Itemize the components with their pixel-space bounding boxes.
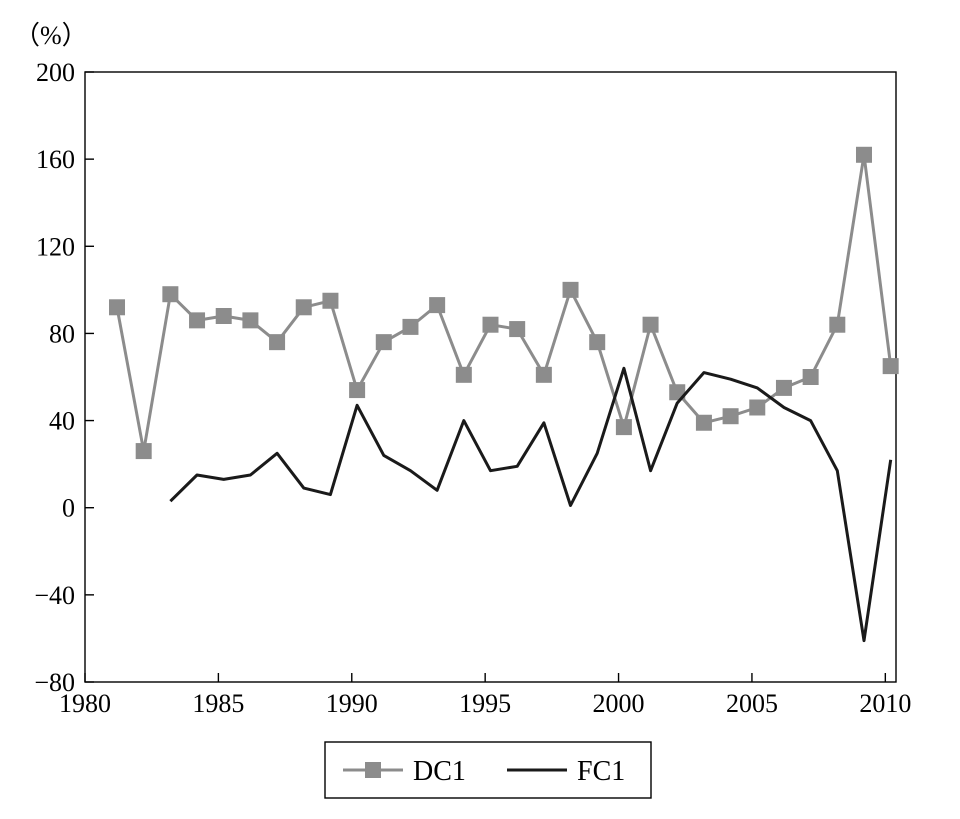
y-unit-label: （%） <box>14 21 88 50</box>
plot-frame <box>84 71 897 683</box>
x-tick-label: 2005 <box>726 689 778 718</box>
legend: DC1 FC1 <box>324 741 652 799</box>
data-point-dc1 <box>749 399 766 416</box>
series-line-fc1 <box>169 366 893 643</box>
data-point-dc1 <box>535 366 552 383</box>
data-point-dc1 <box>295 299 312 316</box>
data-point-dc1 <box>775 379 792 396</box>
legend-fc1-label: FC1 <box>577 756 625 787</box>
data-point-dc1 <box>695 414 712 431</box>
data-point-dc1 <box>242 312 259 329</box>
legend-dc1-marker <box>365 762 381 778</box>
x-tick-label: 1980 <box>59 689 111 718</box>
data-point-dc1 <box>109 299 126 316</box>
x-axis: 1980 1985 1990 1995 2000 2005 2010 <box>59 673 911 718</box>
data-point-dc1 <box>482 316 499 333</box>
y-tick-label: 200 <box>36 58 75 87</box>
data-point-dc1 <box>349 382 366 399</box>
x-tick-label: 1990 <box>326 689 378 718</box>
x-tick-label: 2000 <box>593 689 645 718</box>
data-point-dc1 <box>375 334 392 351</box>
x-tick-label: 2010 <box>859 689 911 718</box>
x-tick-label: 1985 <box>192 689 244 718</box>
y-tick-label: −40 <box>34 581 75 610</box>
series-line-dc1 <box>115 153 893 453</box>
y-tick-label: 160 <box>36 145 75 174</box>
data-point-dc1 <box>722 408 739 425</box>
data-point-dc1 <box>829 316 846 333</box>
data-point-dc1 <box>402 318 419 335</box>
data-point-dc1 <box>269 334 286 351</box>
y-tick-label: 120 <box>36 232 75 261</box>
data-point-dc1 <box>509 321 526 338</box>
data-point-dc1 <box>322 292 339 309</box>
legend-dc1-label: DC1 <box>413 756 466 787</box>
data-point-dc1 <box>562 281 579 298</box>
data-point-dc1 <box>642 316 659 333</box>
data-point-dc1 <box>135 443 152 460</box>
data-point-dc1 <box>215 308 232 324</box>
data-point-dc1 <box>615 419 632 436</box>
y-tick-label: 80 <box>49 319 75 348</box>
y-tick-label: −80 <box>34 668 75 697</box>
x-tick-label: 1995 <box>459 689 511 718</box>
data-point-dc1 <box>455 366 472 383</box>
data-point-dc1 <box>589 334 606 351</box>
data-point-dc1 <box>855 146 872 163</box>
y-tick-label: 40 <box>49 407 75 436</box>
series-layer <box>109 146 899 643</box>
data-point-dc1 <box>189 312 206 329</box>
data-point-dc1 <box>429 297 446 314</box>
y-tick-label: 0 <box>62 494 75 523</box>
data-point-dc1 <box>802 369 819 385</box>
y-axis: −80 −40 0 40 80 120 160 200 <box>34 58 94 697</box>
data-point-dc1 <box>882 358 899 375</box>
data-point-dc1 <box>162 286 179 303</box>
